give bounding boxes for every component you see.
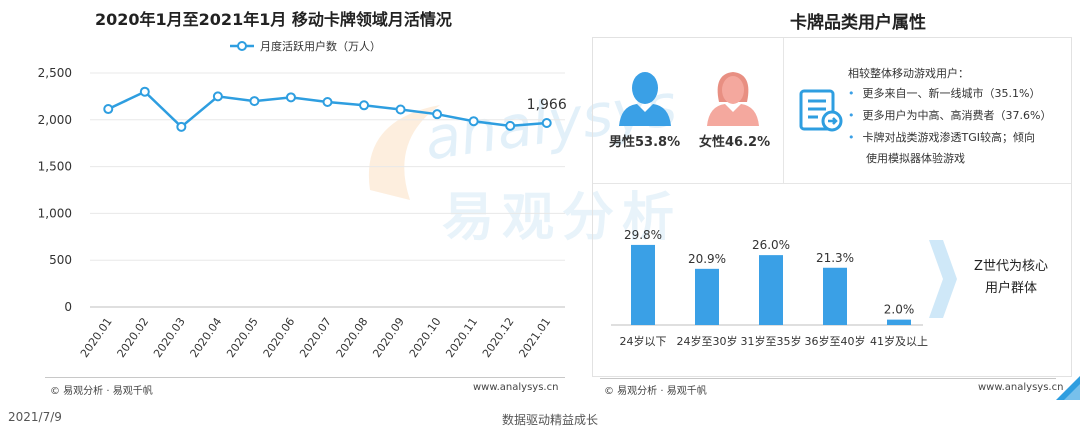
slogan: 数据驱动精益成长: [502, 413, 599, 427]
data-point: [249, 96, 260, 107]
user-attributes-panel: 男性53.8% 女性46.2% 相较整体移动游戏用户： • 更多来自一、新一线城市…: [592, 37, 1072, 377]
bar-category-label: 41岁及以上: [870, 334, 928, 348]
x-tick-label: 2020.11: [443, 315, 480, 360]
data-point: [322, 97, 333, 108]
left-footer-brand: © 易观分析 · 易观千帆: [50, 386, 153, 397]
data-point: [176, 121, 187, 132]
chevron-right-icon: [929, 240, 957, 318]
bar-value-label: 29.8%: [624, 228, 662, 242]
line-chart-title: 2020年1月至2021年1月 移动卡牌领域月活情况: [95, 10, 452, 29]
legend-label: 月度活跃用户数（万人）: [260, 39, 381, 53]
age-bar-chart: 29.8% 24岁以下 20.9% 24岁至30岁 26.0% 31岁至35岁 21.3% 3…: [611, 228, 928, 348]
data-point: [139, 86, 150, 97]
y-tick-label: 1,000: [38, 206, 72, 220]
x-tick-label: 2020.05: [224, 315, 261, 360]
bullet-item: • 更多来自一、新一线城市（35.1%）: [848, 87, 1041, 100]
data-point: [505, 120, 516, 131]
data-point: [212, 91, 223, 102]
data-point: [468, 116, 479, 127]
x-tick-label: 2020.01: [78, 315, 115, 360]
corner-triangle-icon: [1056, 376, 1080, 400]
x-tick-label: 2020.10: [407, 315, 444, 360]
x-tick-label: 2020.02: [115, 315, 152, 360]
y-tick-label: 0: [64, 300, 72, 314]
right-footer-brand: © 易观分析 · 易观千帆: [604, 386, 707, 397]
female-user-icon: [707, 72, 759, 126]
bar-category-label: 36岁至40岁: [805, 334, 866, 348]
bullet-item: • 更多用户为中高、高消费者（37.6%）: [848, 109, 1052, 122]
bar-category-label: 24岁至30岁: [677, 334, 738, 348]
y-tick-label: 1,500: [38, 160, 72, 174]
y-tick-label: 2,500: [38, 66, 72, 80]
age-bar: [631, 244, 655, 325]
series-line: [107, 90, 547, 129]
male-percent-label: 男性53.8%: [609, 135, 681, 150]
last-value-label: 1,966: [527, 97, 567, 113]
bar-value-label: 2.0%: [884, 303, 915, 317]
data-point: [541, 117, 552, 128]
data-point: [395, 104, 406, 115]
x-tick-label: 2021.01: [516, 315, 553, 360]
y-tick-label: 2,000: [38, 113, 72, 127]
panel-divider-vertical: [783, 38, 784, 183]
female-percent-label: 女性46.2%: [699, 135, 771, 150]
z-generation-text: Z世代为核心 用户群体: [974, 259, 1048, 296]
male-user-icon: [619, 72, 671, 126]
left-footer-divider: [45, 377, 565, 378]
data-point: [359, 100, 370, 111]
y-tick-label: 500: [49, 253, 72, 267]
right-footer-divider: [600, 378, 1056, 379]
age-bar: [695, 268, 719, 325]
legend-marker: [237, 41, 247, 51]
right-footer-url: www.analysys.cn: [978, 382, 1064, 393]
bar-value-label: 26.0%: [752, 238, 790, 252]
report-date: 2021/7/9: [8, 410, 62, 424]
data-point: [285, 92, 296, 103]
bar-category-label: 31岁至35岁: [741, 334, 802, 348]
age-bar: [887, 319, 911, 325]
bar-category-label: 24岁以下: [620, 334, 667, 348]
right-panel-title: 卡牌品类用户属性: [790, 13, 926, 33]
x-tick-label: 2020.06: [261, 315, 298, 360]
x-tick-label: 2020.07: [297, 315, 334, 360]
age-bar: [823, 267, 847, 325]
left-footer-url: www.analysys.cn: [473, 382, 559, 393]
data-point: [432, 109, 443, 120]
x-tick-label: 2020.08: [334, 315, 371, 360]
panel-divider-horizontal: [593, 183, 1071, 184]
bar-value-label: 21.3%: [816, 251, 854, 265]
bullets-title: 相较整体移动游戏用户：: [848, 67, 969, 80]
bar-value-label: 20.9%: [688, 252, 726, 266]
x-tick-label: 2020.04: [188, 315, 225, 360]
bullet-continuation: 使用模拟器体验游戏: [866, 152, 965, 165]
x-tick-label: 2020.03: [151, 315, 188, 360]
x-tick-label: 2020.12: [480, 315, 517, 360]
x-tick-label: 2020.09: [370, 315, 407, 360]
data-point: [103, 104, 114, 115]
age-bar: [759, 255, 783, 325]
bullet-item: • 卡牌对战类游戏渗透TGI较高；倾向: [848, 131, 1035, 144]
document-icon: [799, 89, 843, 132]
